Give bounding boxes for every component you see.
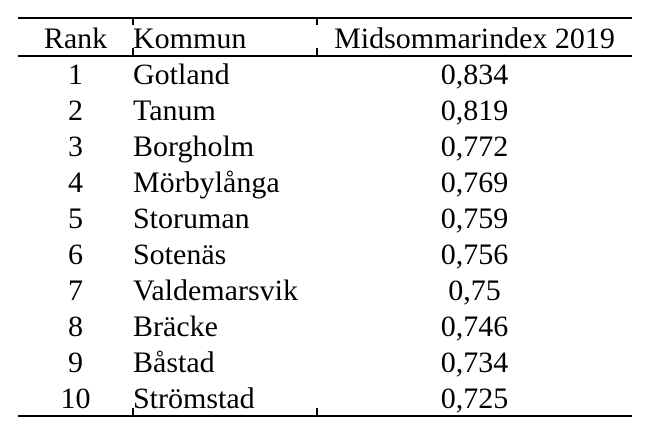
rank-cell: 2 <box>68 94 83 127</box>
column-divider-tick <box>316 48 318 57</box>
rank-cell: 4 <box>68 166 83 199</box>
table-top-rule <box>18 17 632 19</box>
column-divider-tick <box>132 408 134 417</box>
column-header-midsommarindex: Midsommarindex 2019 <box>334 22 615 55</box>
index-cell: 0,819 <box>440 94 509 127</box>
kommun-cell: Gotland <box>133 58 230 91</box>
index-cell: 0,746 <box>440 310 509 343</box>
index-cell: 0,725 <box>440 382 509 415</box>
index-cell: 0,769 <box>440 166 509 199</box>
table-row: 9 Båstad 0,734 <box>18 345 632 381</box>
table-row: 1 Gotland 0,834 <box>18 57 632 93</box>
column-divider-tick <box>132 48 134 57</box>
table-row: 10 Strömstad 0,725 <box>18 381 632 417</box>
column-divider-tick <box>132 17 134 25</box>
index-cell: 0,75 <box>448 274 501 307</box>
rank-cell: 10 <box>60 382 91 415</box>
rank-cell: 8 <box>68 310 83 343</box>
midsommarindex-table: Rank Kommun Midsommarindex 2019 1 Gotlan… <box>18 19 632 417</box>
rank-cell: 1 <box>68 58 83 91</box>
column-header-kommun: Kommun <box>133 22 247 55</box>
kommun-cell: Strömstad <box>133 382 255 415</box>
kommun-cell: Valdemarsvik <box>133 274 298 307</box>
kommun-cell: Sotenäs <box>133 238 227 271</box>
kommun-cell: Storuman <box>133 202 250 235</box>
rank-cell: 9 <box>68 346 83 379</box>
table-row: 7 Valdemarsvik 0,75 <box>18 273 632 309</box>
index-cell: 0,834 <box>440 58 509 91</box>
table-row: 3 Borgholm 0,772 <box>18 129 632 165</box>
kommun-cell: Borgholm <box>133 130 255 163</box>
kommun-cell: Bräcke <box>133 310 218 343</box>
rank-cell: 7 <box>68 274 83 307</box>
column-divider-tick <box>316 17 318 25</box>
table-row: 8 Bräcke 0,746 <box>18 309 632 345</box>
index-cell: 0,759 <box>440 202 509 235</box>
table-header-rule <box>18 55 632 57</box>
column-divider-tick <box>316 408 318 417</box>
table-row: 5 Storuman 0,759 <box>18 201 632 237</box>
index-cell: 0,772 <box>440 130 509 163</box>
table-bottom-rule <box>18 415 632 417</box>
rank-cell: 3 <box>68 130 83 163</box>
table-row: 2 Tanum 0,819 <box>18 93 632 129</box>
index-cell: 0,734 <box>440 346 509 379</box>
kommun-cell: Mörbylånga <box>133 166 280 199</box>
column-header-rank: Rank <box>43 22 108 55</box>
header-row: Rank Kommun Midsommarindex 2019 <box>18 19 632 57</box>
rank-cell: 6 <box>68 238 83 271</box>
table-row: 4 Mörbylånga 0,769 <box>18 165 632 201</box>
kommun-cell: Båstad <box>133 346 215 379</box>
table-row: 6 Sotenäs 0,756 <box>18 237 632 273</box>
kommun-cell: Tanum <box>133 94 216 127</box>
index-cell: 0,756 <box>440 238 509 271</box>
rank-cell: 5 <box>68 202 83 235</box>
